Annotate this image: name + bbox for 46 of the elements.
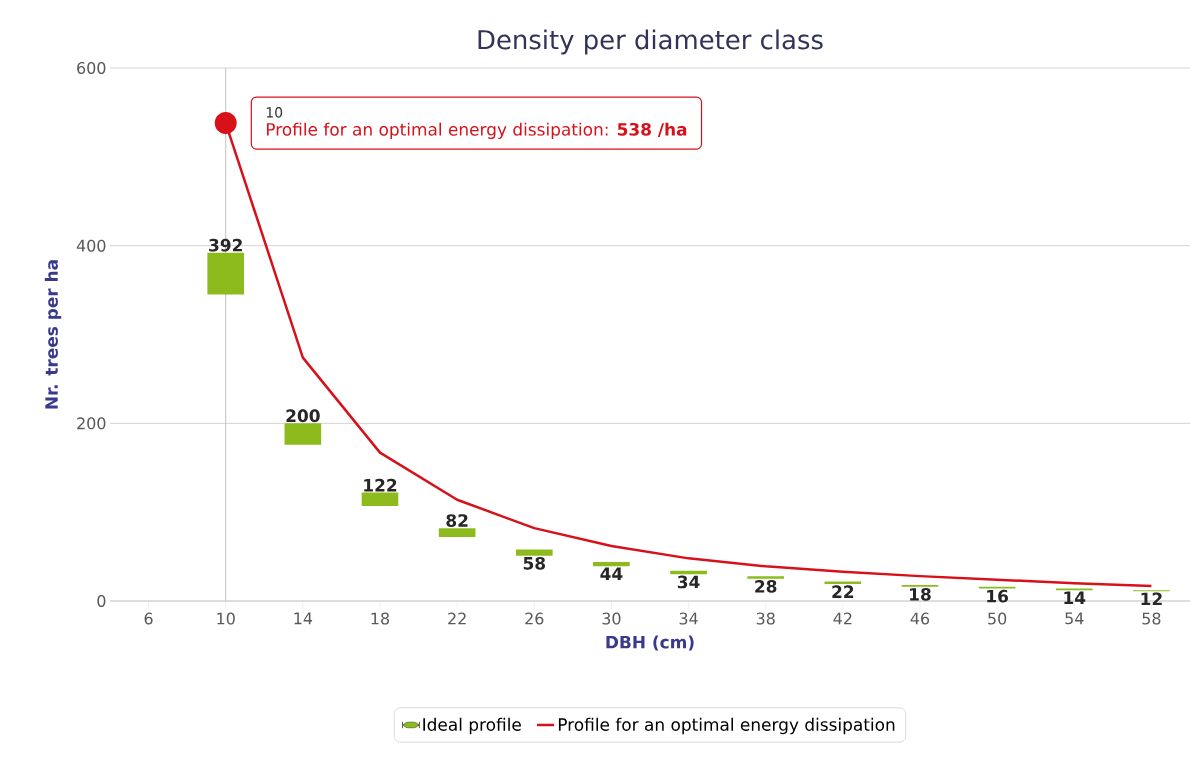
x-tick-label: 58 [1142,612,1161,625]
x-tick-label: 26 [525,612,544,625]
y-axis-title: Nr. trees per ha [44,260,62,409]
x-tick-label: 50 [988,612,1007,625]
bar [207,252,245,295]
data-label: 44 [600,567,623,580]
y-tick-label: 600 [77,61,106,75]
x-tick-label: 10 [217,612,235,625]
bar [824,581,862,585]
data-label: 14 [1064,591,1086,604]
legend-label: Profile for an optimal energy dissipation [558,717,895,735]
data-label: 34 [677,575,700,589]
bar [515,549,553,556]
annotation: Profile for an optimal energy dissipation: 538 /ha [266,122,687,140]
y-tick-label: 400 [76,239,106,252]
x-tick-label: 42 [833,612,852,625]
data-label: 200 [286,409,320,423]
x-tick-label: 54 [1065,612,1084,625]
annotation: 10 [266,107,283,118]
x-tick-label: 46 [910,612,930,625]
data-label: 18 [910,587,931,601]
data-label: 58 [523,556,546,570]
data-label: 82 [446,514,468,527]
x-tick-label: 14 [294,612,313,625]
legend-label: Ideal profile [423,717,521,735]
x-tick-label: 34 [679,612,698,625]
x-tick-label: 6 [144,612,153,625]
data-label: 12 [1141,592,1162,605]
data-label: 122 [364,478,397,492]
data-label: 16 [987,589,1008,603]
bar [593,561,630,567]
x-tick-label: 30 [602,612,621,625]
y-tick-label: 0 [97,594,106,608]
bar [747,576,785,579]
x-axis-title: DBH (cm) [606,635,694,651]
data-label: 28 [755,579,777,593]
bar [438,528,476,538]
x-tick-label: 18 [371,612,390,625]
y-tick-label: 200 [77,417,106,430]
x-tick-label: 22 [448,612,466,625]
bar [284,423,322,445]
bar [361,492,399,506]
x-tick-label: 38 [756,612,775,625]
chart-title: Density per diameter class [478,29,823,55]
data-label: 392 [209,238,242,252]
data-label: 22 [832,585,854,598]
